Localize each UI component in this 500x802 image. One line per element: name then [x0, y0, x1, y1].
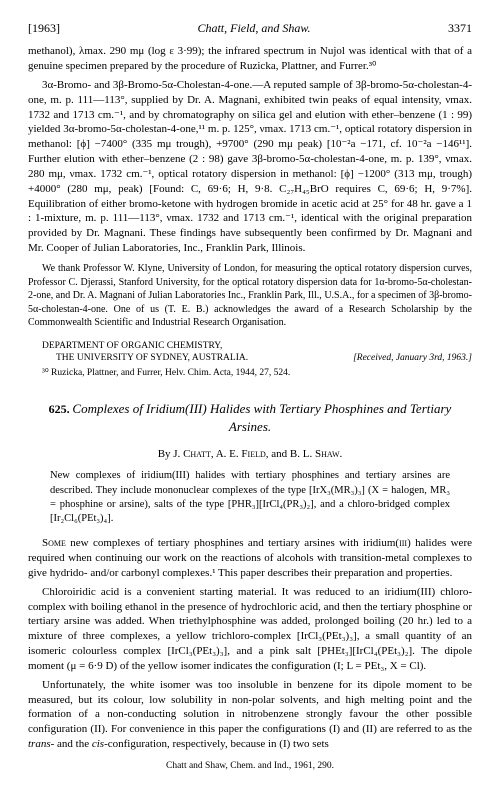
byline: By J. Chatt, A. E. Field, and B. L. Shaw… [28, 447, 472, 462]
header-year: [1963] [28, 20, 60, 36]
abstract: New complexes of iridium(III) halides wi… [50, 469, 450, 526]
header-page: 3371 [448, 20, 472, 36]
dept-line2: THE UNIVERSITY OF SYDNEY, AUSTRALIA. [28, 352, 248, 365]
article-number: 625. [49, 402, 70, 416]
department-block: DEPARTMENT OF ORGANIC CHEMISTRY, THE UNI… [28, 340, 472, 366]
footnote-30: ³⁰ Ruzicka, Plattner, and Furrer, Helv. … [28, 367, 472, 380]
article-para-3: Unfortunately, the white isomer was too … [28, 678, 472, 752]
article-title-block: 625. Complexes of Iridium(III) Halides w… [28, 400, 472, 436]
bottom-reference: Chatt and Shaw, Chem. and Ind., 1961, 29… [28, 760, 472, 773]
header-authors: Chatt, Field, and Shaw. [197, 20, 310, 36]
acknowledgements: We thank Professor W. Klyne, University … [28, 262, 472, 330]
article-title: Complexes of Iridium(III) Halides with T… [72, 401, 451, 434]
page-header: [1963] Chatt, Field, and Shaw. 3371 [28, 20, 472, 36]
received-date: [Received, January 3rd, 1963.] [353, 352, 472, 365]
body-para-2: 3α-Bromo- and 3β-Bromo-5α-Cholestan-4-on… [28, 78, 472, 256]
article-para-1: Some new complexes of tertiary phosphine… [28, 536, 472, 581]
body-para-1: methanol), λmax. 290 mμ (log ε 3·99); th… [28, 44, 472, 74]
dept-line1: DEPARTMENT OF ORGANIC CHEMISTRY, [28, 340, 248, 353]
article-para-2: Chloroiridic acid is a convenient starti… [28, 585, 472, 674]
